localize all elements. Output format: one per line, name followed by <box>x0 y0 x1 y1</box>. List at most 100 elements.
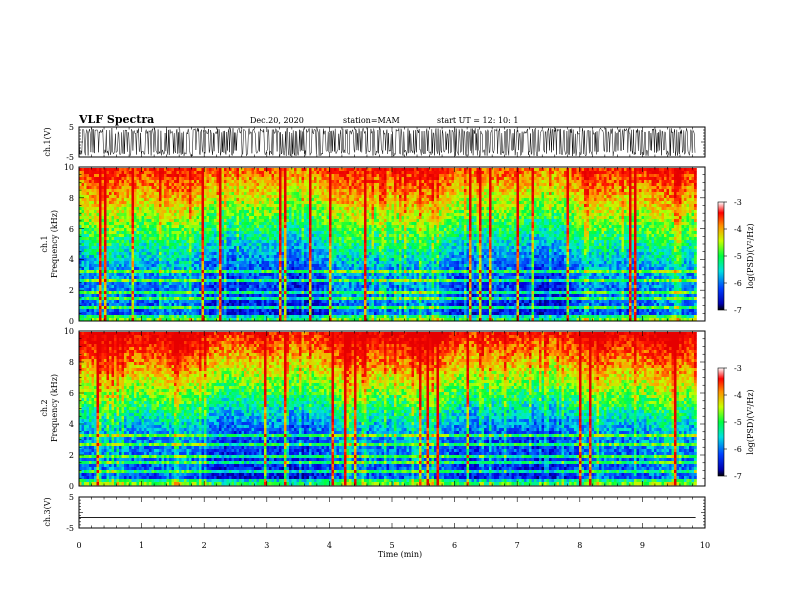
spectrogram-cell <box>266 216 270 220</box>
spectrogram-cell <box>151 192 155 196</box>
spectrogram-cell <box>191 294 195 298</box>
spectrogram-cell <box>284 219 287 223</box>
spectrogram-cell <box>181 273 185 277</box>
spectrogram-cell <box>321 240 325 244</box>
spectrogram-cell <box>191 207 195 211</box>
spectrogram-cell <box>306 279 310 283</box>
spectrogram-cell <box>276 297 280 301</box>
spectrogram-cell <box>119 237 122 241</box>
spectrogram-cell <box>171 318 175 322</box>
spectrogram-cell <box>89 258 92 262</box>
spectrogram-cell <box>221 168 225 172</box>
spectrogram-cell <box>314 189 317 193</box>
spectrogram-cell <box>201 195 205 199</box>
spectrogram-cell <box>124 252 127 256</box>
spectrogram-cell <box>181 306 185 310</box>
spectrogram-cell <box>264 291 267 295</box>
spectrogram-cell <box>169 189 172 193</box>
spectrogram-cell <box>289 297 292 301</box>
spectrogram-cell <box>294 231 297 235</box>
spectrogram-cell <box>241 315 245 319</box>
spectrogram-cell <box>114 282 117 286</box>
spectrogram-cell <box>171 201 175 205</box>
spectrogram-cell <box>224 231 227 235</box>
spectrogram-cell <box>224 171 227 175</box>
spectrogram-cell <box>204 294 207 298</box>
spectrogram-cell <box>79 297 82 301</box>
spectrogram-cell <box>166 270 170 274</box>
spectrogram-cell <box>111 312 115 316</box>
spectrogram-cell <box>226 201 230 205</box>
spectrogram-cell <box>189 255 192 259</box>
spectrogram-cell <box>311 171 315 175</box>
spectrogram-cell <box>89 183 92 187</box>
spectrogram-cell <box>159 183 162 187</box>
spectrogram-cell <box>301 255 305 259</box>
spectrogram-cell <box>189 285 192 289</box>
spectrogram-cell <box>166 237 170 241</box>
spectrogram-cell <box>99 273 102 277</box>
spectrogram-cell <box>199 195 202 199</box>
spectrogram-cell <box>129 192 132 196</box>
spectrogram-cell <box>116 270 120 274</box>
spectrogram-cell <box>306 282 310 286</box>
spectrogram-cell <box>134 174 137 178</box>
spectrogram-cell <box>229 288 232 292</box>
spectrogram-cell <box>124 234 127 238</box>
spectrogram-cell <box>96 276 100 280</box>
spectrogram-cell <box>276 180 280 184</box>
spectrogram-cell <box>251 279 255 283</box>
spectrogram-cell <box>141 318 145 322</box>
spectrogram-cell <box>241 210 245 214</box>
spectrogram-cell <box>141 306 145 310</box>
spectrogram-cell <box>159 282 162 286</box>
spectrogram-cell <box>91 228 95 232</box>
spectrogram-cell <box>184 309 187 313</box>
spectrogram-cell <box>164 174 167 178</box>
spectrogram-cell <box>264 201 267 205</box>
spectrogram-cell <box>129 270 132 274</box>
spectrogram-cell <box>81 231 85 235</box>
spectrogram-cell <box>216 225 220 229</box>
spectrogram-cell <box>201 249 205 253</box>
spectrogram-cell <box>294 303 297 307</box>
spectrogram-cell <box>316 219 320 223</box>
spectrogram-cell <box>161 168 165 172</box>
spectrogram-cell <box>174 255 177 259</box>
spectrogram-cell <box>201 168 205 172</box>
spectrogram-cell <box>251 258 255 262</box>
spectrogram-cell <box>221 177 225 181</box>
spectrogram-cell <box>314 210 317 214</box>
spectrogram-cell <box>244 204 247 208</box>
spectrogram-cell <box>279 213 282 217</box>
spectrogram-cell <box>299 237 302 241</box>
spectrogram-cell <box>299 294 302 298</box>
spectrogram-cell <box>149 186 152 190</box>
spectrogram-cell <box>144 171 147 175</box>
spectrogram-cell <box>94 207 97 211</box>
spectrogram-cell <box>109 270 112 274</box>
spectrogram-cell <box>174 228 177 232</box>
spectrogram-cell <box>171 204 175 208</box>
spectrogram-cell <box>286 267 290 271</box>
spectrogram-cell <box>296 264 300 268</box>
spectrogram-cell <box>109 297 112 301</box>
spectrogram-cell <box>154 237 157 241</box>
spectrogram-cell <box>119 306 122 310</box>
spectrogram-cell <box>184 300 187 304</box>
spectrogram-cell <box>196 210 200 214</box>
spectrogram-cell <box>96 189 100 193</box>
spectrogram-cell <box>321 261 325 265</box>
spectrogram-cell <box>244 294 247 298</box>
spectrogram-cell <box>101 174 105 178</box>
spectrogram-cell <box>96 282 100 286</box>
spectrogram-cell <box>96 249 100 253</box>
spectrogram-cell <box>136 207 140 211</box>
spectrogram-cell <box>81 297 85 301</box>
spectrogram-cell <box>281 261 285 265</box>
spectrogram-cell <box>274 270 277 274</box>
spectrogram-cell <box>81 312 85 316</box>
spectrogram-cell <box>141 312 145 316</box>
spectrogram-cell <box>296 171 300 175</box>
spectrogram-cell <box>286 171 290 175</box>
